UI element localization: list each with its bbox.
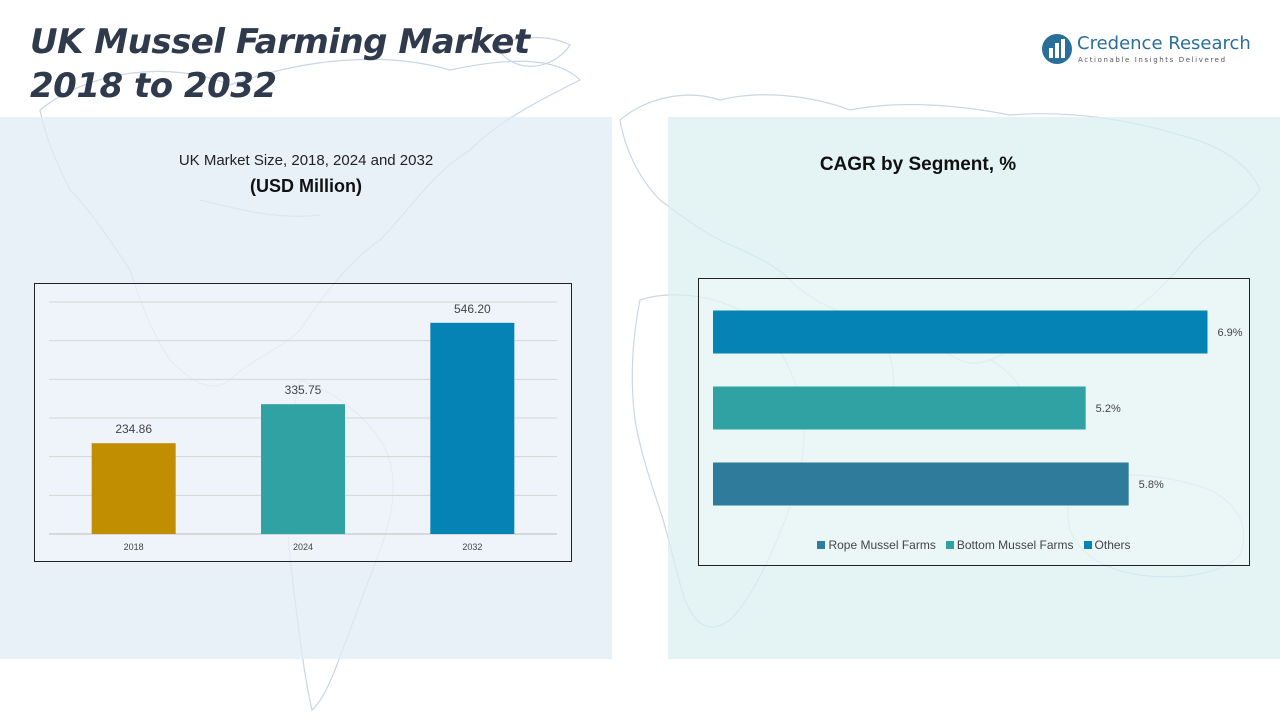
bar-value-label: 234.86 (115, 422, 152, 436)
company-logo: Credence Research Actionable Insights De… (1040, 30, 1260, 70)
bar-2032 (430, 322, 515, 534)
logo-tagline: Actionable Insights Delivered (1078, 56, 1227, 64)
cagr-bar-rope-mussel-farms (713, 462, 1129, 506)
legend-label: Others (1094, 538, 1131, 552)
x-tick-label: 2032 (462, 542, 482, 552)
bar-2018 (91, 443, 176, 534)
cagr-value-label: 6.9% (1218, 327, 1243, 339)
bar-value-label: 335.75 (285, 383, 322, 397)
legend-item: Rope Mussel Farms (817, 538, 936, 552)
cagr-title: CAGR by Segment, % (819, 154, 1017, 175)
market-size-title: UK Market Size, 2018, 2024 and 2032 (178, 152, 434, 169)
cagr-legend: Rope Mussel Farms Bottom Mussel Farms Othe… (700, 538, 1248, 552)
title-line-1: UK Mussel Farming Market (30, 22, 530, 62)
page-title: UK Mussel Farming Market 2018 to 2032 (30, 20, 530, 108)
cagr-bar-bottom-mussel-farms (713, 386, 1086, 430)
x-tick-label: 2024 (293, 542, 313, 552)
title-line-2: 2018 to 2032 (30, 66, 277, 106)
cagr-chart: 6.9% 5.2% 5.8% (713, 310, 1243, 506)
bar-chart-circle-icon (1042, 34, 1072, 64)
x-tick-label: 2018 (124, 542, 144, 552)
bar-value-label: 546.20 (454, 302, 491, 316)
cagr-bar-others (713, 310, 1208, 354)
legend-item: Bottom Mussel Farms (945, 538, 1074, 552)
cagr-value-label: 5.8% (1139, 479, 1164, 491)
legend-label: Rope Mussel Farms (828, 538, 936, 552)
cagr-chart-frame: 6.9% 5.2% 5.8% (698, 278, 1250, 566)
legend-swatch (817, 541, 826, 549)
logo-name: Credence Research (1077, 33, 1251, 54)
legend-swatch (945, 541, 954, 549)
legend-swatch (1083, 541, 1092, 549)
cagr-value-label: 5.2% (1096, 403, 1121, 415)
legend-item: Others (1083, 538, 1131, 552)
bar-2024 (261, 404, 345, 534)
market-size-chart: 234.86 2018 335.75 2024 546.20 2032 (49, 301, 557, 552)
market-size-chart-frame: 234.86 2018 335.75 2024 546.20 2032 (34, 283, 572, 562)
legend-label: Bottom Mussel Farms (956, 538, 1074, 552)
market-size-unit: (USD Million) (250, 176, 362, 196)
